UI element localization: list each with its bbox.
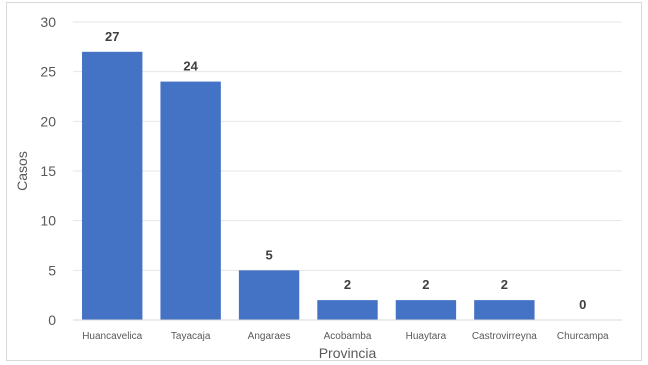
- bar: [160, 81, 221, 320]
- data-labels: 27 24 5 2 2 2 0: [105, 29, 586, 312]
- data-label: 0: [579, 297, 586, 312]
- y-tick-label: 15: [40, 163, 56, 179]
- y-tick-label: 25: [40, 64, 56, 80]
- x-tick-label: Acobamba: [324, 331, 372, 342]
- x-tick-label: Churcampa: [557, 331, 609, 342]
- data-label: 2: [501, 277, 508, 292]
- data-label: 2: [422, 277, 429, 292]
- x-axis-title: Provincia: [319, 345, 377, 361]
- data-label: 27: [105, 29, 119, 44]
- x-tick-label: Huancavelica: [82, 331, 142, 342]
- bar: [395, 300, 457, 320]
- x-tick-label: Angaraes: [248, 331, 291, 342]
- data-label: 24: [183, 59, 198, 74]
- y-tick-label: 30: [40, 14, 56, 30]
- x-tick-label: Castrovirreyna: [472, 331, 537, 342]
- y-axis-title: Casos: [14, 151, 30, 191]
- y-axis-ticks: 0 5 10 15 20 25 30: [40, 14, 56, 328]
- x-tick-label: Tayacaja: [171, 331, 211, 342]
- x-tick-label: Huaytara: [406, 331, 447, 342]
- y-tick-label: 10: [40, 213, 56, 229]
- bar: [317, 300, 378, 320]
- bar: [238, 270, 300, 320]
- bar: [474, 300, 535, 320]
- gridlines: [73, 21, 622, 271]
- x-axis-ticks: Huancavelica Tayacaja Angaraes Acobamba Huay…: [82, 331, 609, 342]
- bars: [82, 51, 535, 321]
- data-label: 2: [344, 277, 351, 292]
- bar: [82, 51, 143, 321]
- data-label: 5: [265, 247, 272, 262]
- y-tick-label: 20: [40, 113, 56, 129]
- y-tick-label: 5: [48, 262, 56, 278]
- y-tick-label: 0: [48, 312, 56, 328]
